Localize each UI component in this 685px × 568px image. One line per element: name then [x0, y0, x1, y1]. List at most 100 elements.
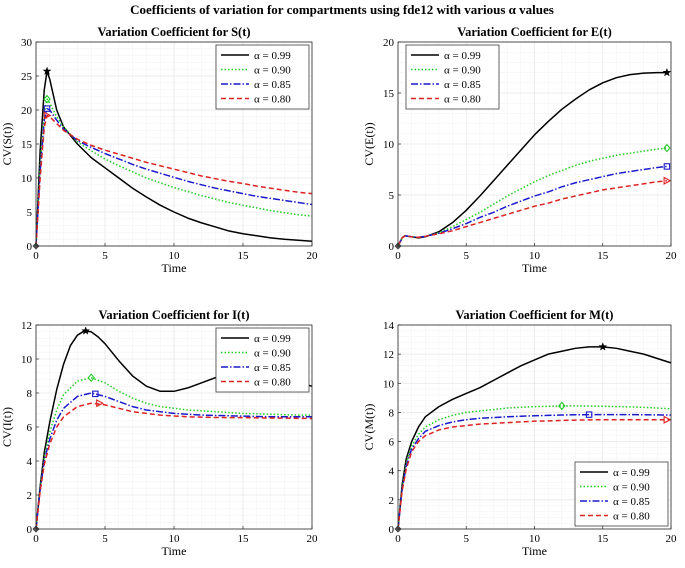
series-line-s-4 [35, 114, 313, 247]
y-tick-label: 2 [389, 495, 395, 507]
x-tick-label: 20 [666, 250, 678, 262]
y-tick-label: 10 [21, 354, 33, 366]
legend-label: α = 0.99 [254, 50, 291, 62]
legend-label: α = 0.99 [444, 50, 481, 62]
x-tick-label: 20 [307, 250, 319, 262]
y-tick-label: 20 [21, 105, 33, 117]
x-tick-label: 5 [102, 250, 108, 262]
y-tick-label: 6 [389, 437, 395, 449]
series-line-i-4 [35, 402, 313, 530]
peak-marker-e-3 [663, 163, 671, 170]
panel-title-s: Variation Coefficient for S(t) [97, 25, 250, 39]
x-tick-label: 10 [169, 250, 181, 262]
legend-s: α = 0.99 α = 0.90 α = 0.85 α = 0.80 [215, 44, 310, 110]
y-tick-label: 12 [383, 349, 394, 361]
peak-marker-i-3 [92, 390, 99, 398]
y-axis-label-m: CV(M(t)) [362, 404, 376, 451]
peak-marker-m-2 [558, 401, 566, 411]
y-tick-label: 6 [27, 422, 33, 434]
x-tick-label: 0 [33, 533, 39, 545]
y-tick-label: 2 [27, 490, 33, 502]
legend-label: α = 0.80 [613, 511, 650, 523]
peak-marker-i-2 [87, 373, 95, 383]
series-line-m-2 [397, 405, 672, 530]
y-tick-label: 15 [383, 88, 395, 100]
legend-label: α = 0.85 [254, 79, 291, 91]
x-tick-label: 5 [464, 533, 470, 545]
legend-label: α = 0.99 [613, 467, 650, 479]
panel-e: 0 5 10 15 20 0 5 10 15 20 Variation Coefficient fo… [362, 25, 677, 275]
y-axis-label-s: CV(S(t)) [0, 123, 14, 166]
y-tick-label: 12 [21, 320, 32, 332]
y-tick-label: 30 [21, 37, 33, 49]
legend-label: α = 0.80 [254, 377, 291, 389]
series-line-m-3 [397, 413, 672, 530]
y-tick-label: 4 [389, 466, 395, 478]
y-tick-label: 0 [389, 241, 395, 253]
x-tick-label: 10 [169, 533, 181, 545]
x-tick-label: 20 [307, 533, 319, 545]
x-tick-label: 15 [597, 533, 609, 545]
y-tick-label: 5 [27, 207, 33, 219]
x-tick-label: 10 [529, 250, 541, 262]
y-axis-label-i: CV(I(t)) [0, 407, 14, 447]
series-line-m-4 [397, 418, 671, 530]
x-axis-label-e: Time [522, 261, 547, 275]
legend-i: α = 0.99 α = 0.90 α = 0.85 α = 0.80 [215, 327, 310, 393]
peak-marker-s-2 [43, 94, 51, 104]
peak-marker-s-3 [43, 105, 51, 112]
panel-i: 0 5 10 15 20 0 2 4 6 8 10 12 Variation Coefficient f… [0, 308, 318, 558]
series-line-m-1 [397, 346, 672, 530]
legend-label: α = 0.85 [444, 79, 481, 91]
peak-marker-s-1 [42, 66, 52, 76]
x-tick-label: 0 [33, 250, 39, 262]
y-tick-label: 10 [383, 139, 395, 151]
peak-marker-e-4 [663, 176, 672, 185]
legend-label: α = 0.90 [613, 482, 650, 494]
y-tick-label: 8 [389, 407, 395, 419]
series-line-s-1 [35, 70, 313, 247]
panel-title-i: Variation Coefficient for I(t) [98, 308, 249, 322]
series-line-e-4 [397, 179, 667, 247]
legend-label: α = 0.80 [254, 94, 291, 106]
series-line-i-3 [35, 392, 312, 530]
x-tick-label: 15 [597, 250, 609, 262]
x-tick-label: 5 [464, 250, 470, 262]
y-tick-label: 4 [27, 456, 33, 468]
panel-s: 0 5 10 15 20 0 5 10 15 20 25 30 Variation Coefficien… [0, 25, 318, 275]
y-tick-label: 0 [27, 524, 33, 536]
series-line-s-2 [35, 98, 313, 247]
x-axis-label-m: Time [522, 544, 547, 558]
x-tick-label: 10 [529, 533, 541, 545]
panel-m: 0 5 10 15 20 0 2 4 6 8 10 12 14 Variation Coefficient… [362, 308, 677, 558]
y-tick-label: 10 [21, 173, 33, 185]
peak-marker-s-4 [43, 111, 52, 120]
peak-marker-e-1 [662, 67, 672, 77]
y-tick-label: 10 [383, 378, 395, 390]
peak-marker-e-2 [663, 143, 671, 153]
x-tick-label: 15 [238, 533, 250, 545]
panel-title-m: Variation Coefficient for M(t) [456, 308, 614, 322]
legend-label: α = 0.90 [254, 348, 291, 360]
legend-e: α = 0.99 α = 0.90 α = 0.85 α = 0.80 [405, 44, 500, 110]
legend-m: α = 0.99 α = 0.90 α = 0.85 α = 0.80 [574, 461, 669, 527]
x-tick-label: 5 [102, 533, 108, 545]
x-tick-label: 20 [666, 533, 678, 545]
y-axis-label-e: CV(E(t)) [362, 122, 376, 165]
y-tick-label: 25 [21, 71, 33, 83]
x-axis-label-s: Time [162, 261, 187, 275]
y-tick-label: 0 [27, 241, 33, 253]
y-tick-label: 14 [383, 320, 395, 332]
y-tick-label: 15 [21, 139, 33, 151]
legend-label: α = 0.90 [254, 65, 291, 77]
legend-label: α = 0.99 [254, 333, 291, 345]
legend-label: α = 0.85 [254, 362, 291, 374]
x-tick-label: 15 [238, 250, 250, 262]
x-tick-label: 0 [395, 250, 401, 262]
legend-label: α = 0.90 [444, 65, 481, 77]
x-tick-label: 0 [395, 533, 401, 545]
legend-label: α = 0.85 [613, 496, 650, 508]
y-tick-label: 20 [383, 37, 395, 49]
y-tick-label: 5 [389, 190, 395, 202]
